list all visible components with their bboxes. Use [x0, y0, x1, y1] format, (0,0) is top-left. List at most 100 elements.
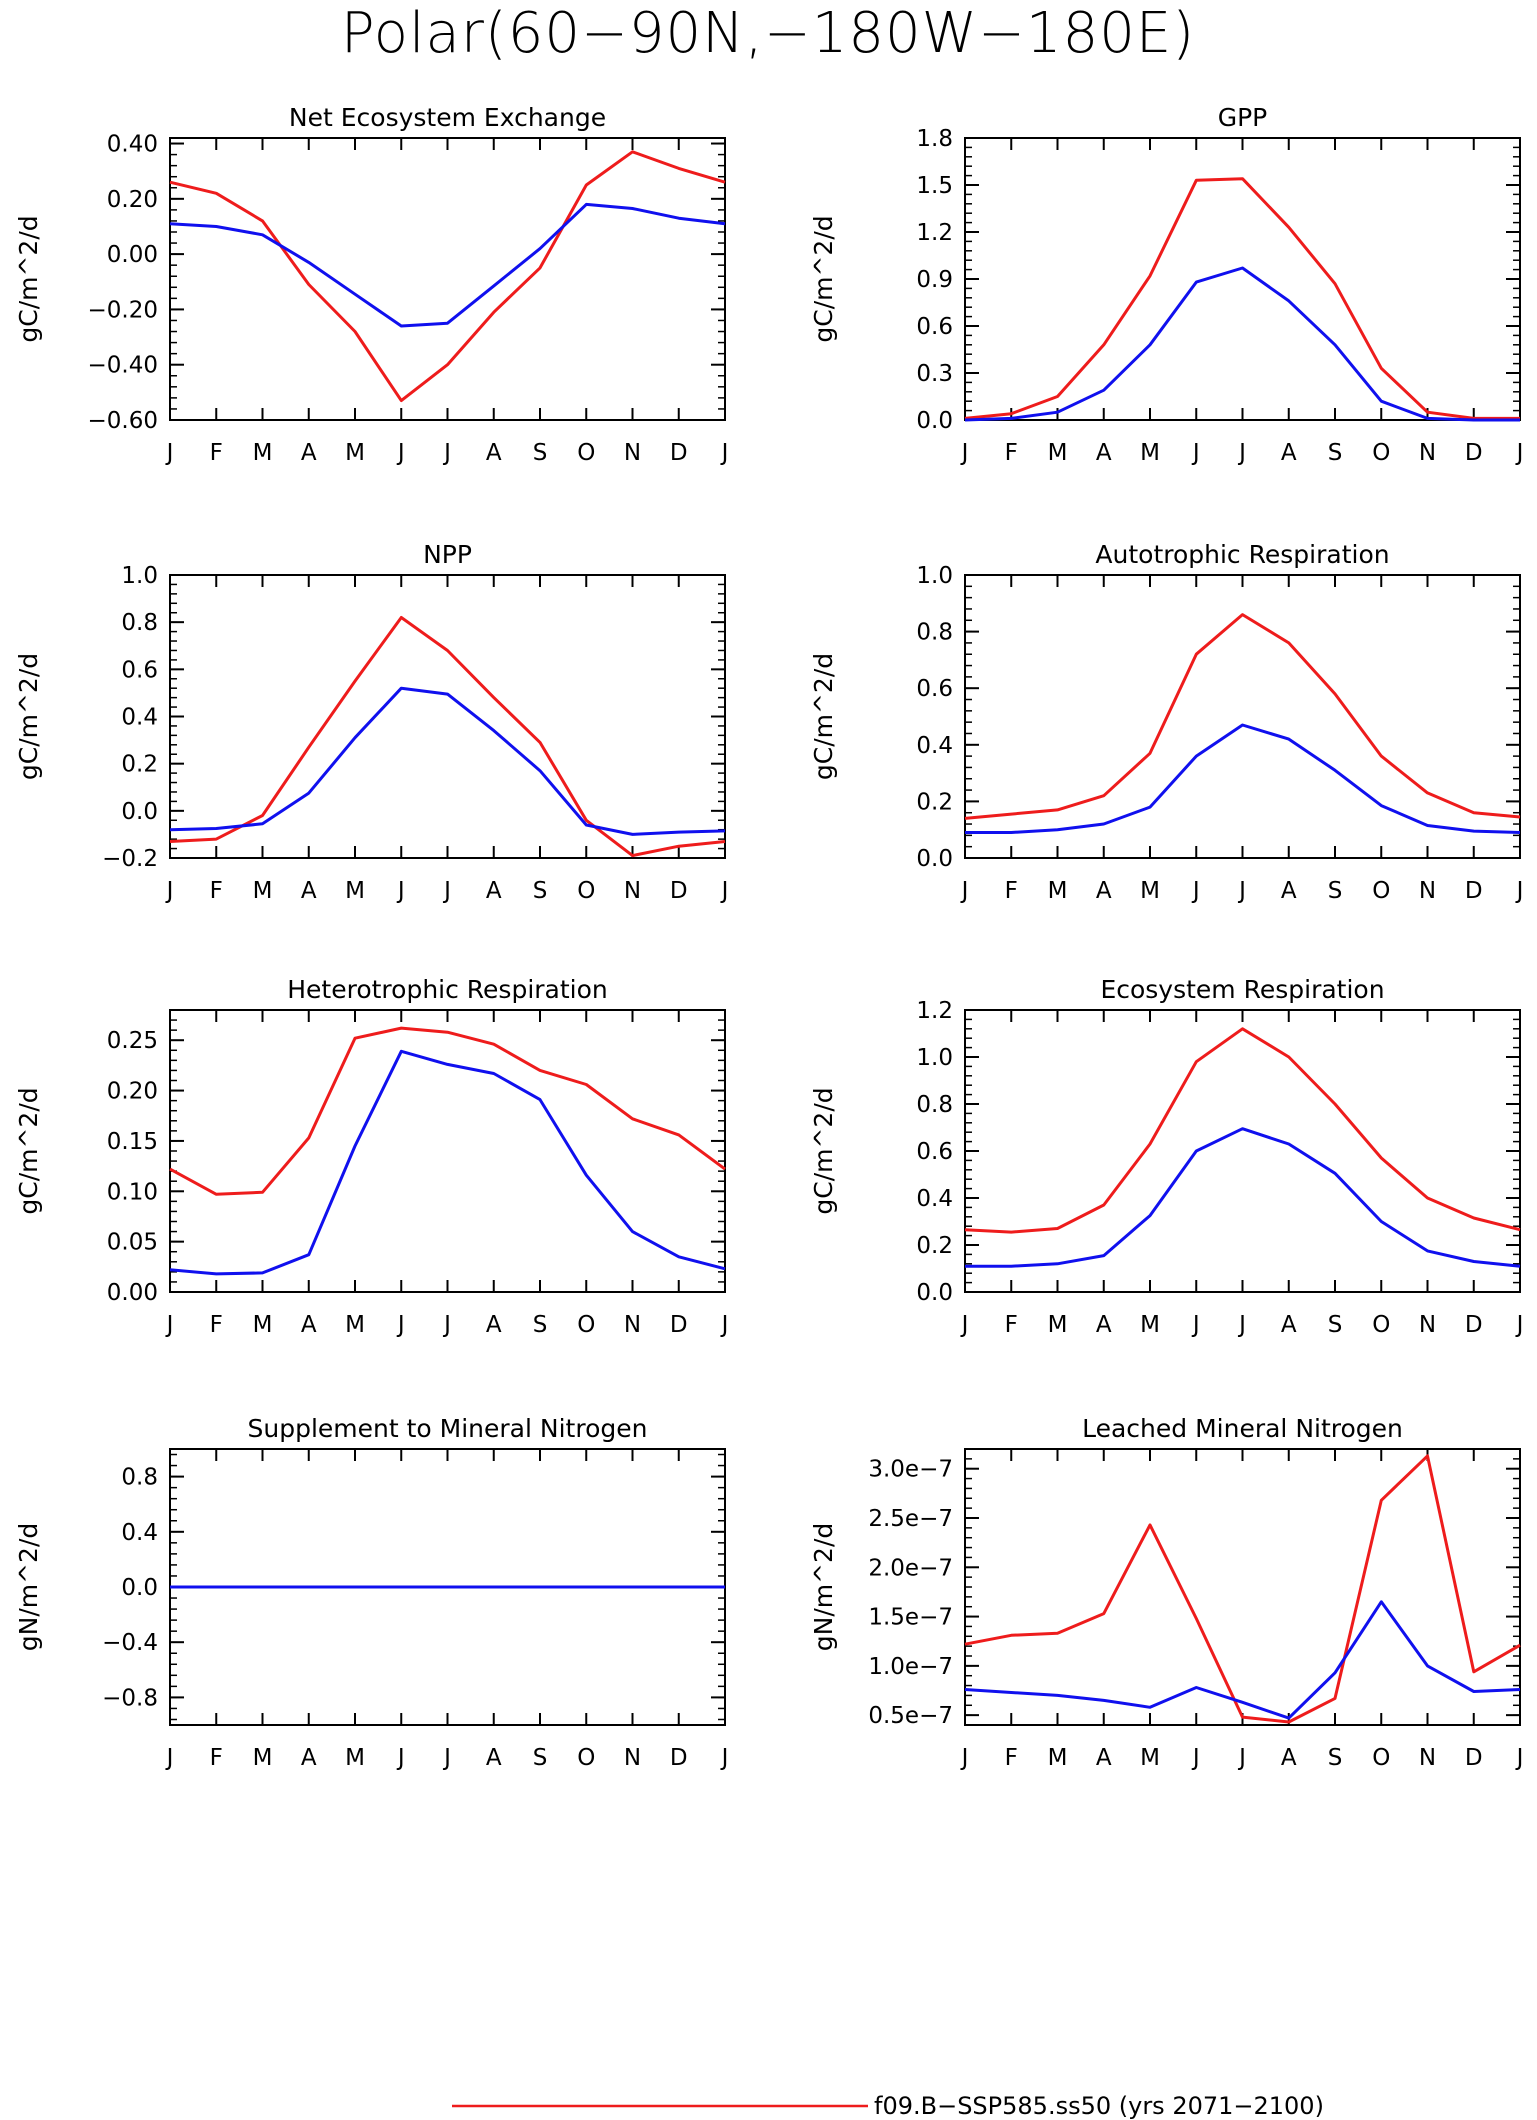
- x-tick-label: M: [1140, 440, 1160, 466]
- y-tick-label: 0.0: [121, 799, 158, 825]
- y-tick-label: 0.8: [121, 1465, 158, 1491]
- panel-title: Ecosystem Respiration: [1100, 975, 1384, 1004]
- panel-title: Autotrophic Respiration: [1095, 540, 1389, 569]
- series-line-1: [169, 616, 726, 858]
- x-tick-label: J: [1237, 1312, 1246, 1338]
- x-tick-label: D: [670, 1745, 688, 1771]
- x-tick-label: J: [396, 1745, 405, 1771]
- legend: f09.B−SSP585.ss50 (yrs 2071−2100): [452, 2092, 1324, 2120]
- series-line-1: [964, 177, 1520, 420]
- x-tick-label: O: [577, 1745, 595, 1771]
- y-tick-label: 0.00: [107, 1280, 158, 1306]
- y-axis-label: gN/m^2/d: [14, 1523, 43, 1652]
- y-axis-label: gC/m^2/d: [14, 1087, 43, 1214]
- series-line-2: [965, 1127, 1521, 1268]
- x-tick-label: S: [533, 1312, 548, 1338]
- x-tick-label: J: [720, 1312, 729, 1338]
- x-tick-label: O: [1372, 878, 1390, 904]
- x-tick-label: J: [960, 1745, 969, 1771]
- y-tick-label: 0.8: [916, 620, 953, 646]
- series-line-2: [169, 202, 726, 328]
- x-tick-label: F: [210, 878, 223, 904]
- x-tick-label: F: [210, 1745, 223, 1771]
- figure-title: Polar(60−90N,−180W−180E): [341, 1, 1195, 66]
- y-tick-label: 0.20: [107, 187, 158, 213]
- x-tick-label: J: [1515, 1312, 1524, 1338]
- y-tick-label: 0.8: [121, 610, 158, 636]
- chart-panel-5: Heterotrophic Respiration gC/m^2/d J F M A M J J…: [14, 975, 728, 1338]
- y-tick-label: 0.2: [916, 1233, 953, 1259]
- x-tick-label: J: [960, 1312, 969, 1338]
- y-axis-label: gC/m^2/d: [809, 653, 838, 780]
- y-tick-label: 0.0: [916, 408, 953, 434]
- x-tick-label: S: [533, 878, 548, 904]
- x-tick-label: J: [720, 440, 729, 466]
- x-tick-label: S: [1328, 440, 1343, 466]
- x-tick-label: F: [1005, 1312, 1018, 1338]
- x-tick-label: J: [1191, 1312, 1200, 1338]
- x-tick-label: D: [670, 1312, 688, 1338]
- x-tick-label: F: [1005, 440, 1018, 466]
- y-tick-label: 0.20: [107, 1079, 158, 1105]
- plot-frame: [169, 574, 726, 859]
- chart-panel-2: GPP gC/m^2/d J F M A M J J A S O N D J 0.0 0.3 0.6 0.9 1.2 1…: [809, 103, 1523, 466]
- y-tick-label: 0.6: [916, 676, 953, 702]
- y-tick-label: 0.6: [916, 314, 953, 340]
- x-tick-label: A: [486, 878, 502, 904]
- x-tick-label: J: [396, 1312, 405, 1338]
- x-tick-label: J: [396, 878, 405, 904]
- panels: Net Ecosystem Exchange gC/m^2/d J F M A M J J A S O…: [14, 103, 1523, 1771]
- x-tick-label: M: [345, 1312, 365, 1338]
- panel-title: Heterotrophic Respiration: [287, 975, 608, 1004]
- x-tick-label: J: [960, 878, 969, 904]
- panel-title: Net Ecosystem Exchange: [289, 103, 606, 132]
- x-tick-label: A: [1096, 878, 1112, 904]
- x-tick-label: J: [1237, 878, 1246, 904]
- chart-panel-7: Supplement to Mineral Nitrogen gN/m^2/d J F…: [14, 1414, 728, 1771]
- y-tick-label: 0.10: [107, 1179, 158, 1205]
- x-tick-label: J: [442, 1312, 451, 1338]
- series-line-1: [169, 1026, 726, 1196]
- y-tick-label: 1.2: [916, 998, 953, 1024]
- y-tick-label: 2.5e−7: [868, 1506, 953, 1532]
- y-tick-label: −0.60: [88, 408, 158, 434]
- x-tick-label: A: [1281, 878, 1297, 904]
- y-tick-label: 0.0: [121, 1575, 158, 1601]
- series-line-2: [169, 1049, 726, 1276]
- y-tick-label: 1.0: [121, 563, 158, 589]
- x-tick-label: J: [442, 1745, 451, 1771]
- x-tick-label: M: [253, 878, 273, 904]
- x-tick-label: A: [301, 1745, 317, 1771]
- y-tick-label: −0.4: [102, 1630, 158, 1656]
- series-line-2: [965, 723, 1521, 834]
- x-tick-label: F: [210, 440, 223, 466]
- x-tick-label: S: [1328, 878, 1343, 904]
- x-tick-label: A: [1281, 440, 1297, 466]
- series-line-2: [169, 686, 726, 836]
- x-tick-label: J: [1191, 440, 1200, 466]
- x-tick-label: O: [1372, 1312, 1390, 1338]
- y-tick-label: −0.2: [102, 846, 158, 872]
- x-tick-label: M: [345, 1745, 365, 1771]
- y-tick-label: 0.0: [916, 846, 953, 872]
- plot-frame: [964, 1448, 1521, 1726]
- y-tick-label: 0.15: [107, 1129, 158, 1155]
- plot-frame: [964, 574, 1521, 859]
- x-tick-label: J: [442, 440, 451, 466]
- x-tick-label: A: [1096, 440, 1112, 466]
- x-tick-label: J: [720, 878, 729, 904]
- x-tick-label: M: [345, 878, 365, 904]
- panel-title: Supplement to Mineral Nitrogen: [248, 1414, 648, 1443]
- x-tick-label: A: [486, 1745, 502, 1771]
- series-line-1: [169, 150, 726, 403]
- chart-panel-4: Autotrophic Respiration gC/m^2/d J F M A M J J A S…: [809, 540, 1523, 904]
- y-tick-label: 0.05: [107, 1230, 158, 1256]
- plot-frame: [964, 1009, 1521, 1293]
- x-tick-label: O: [577, 1312, 595, 1338]
- x-tick-label: D: [1465, 440, 1483, 466]
- y-tick-label: 1.0: [916, 563, 953, 589]
- y-tick-label: 0.8: [916, 1092, 953, 1118]
- x-tick-label: N: [624, 1745, 641, 1771]
- x-tick-label: N: [1419, 1312, 1436, 1338]
- y-tick-label: 1.5: [916, 173, 953, 199]
